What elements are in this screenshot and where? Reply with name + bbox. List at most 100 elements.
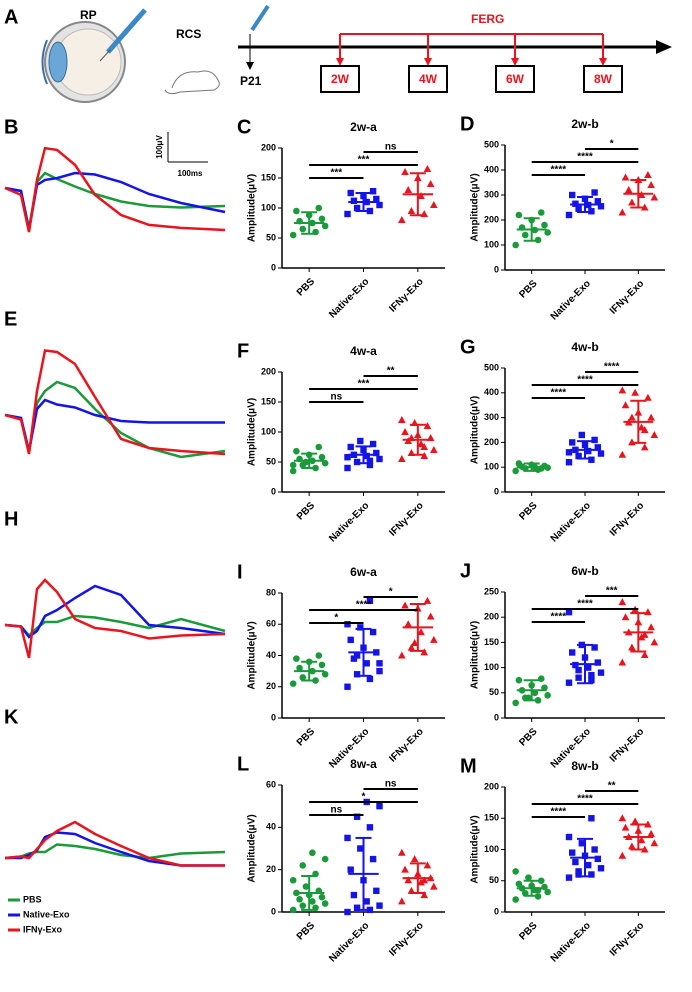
- data-point: [401, 601, 409, 609]
- data-point: [565, 608, 573, 616]
- data-point: [618, 208, 627, 216]
- data-point: [594, 198, 601, 205]
- x-tick-label: Native-Exo: [327, 500, 371, 544]
- data-point: [376, 667, 383, 675]
- y-tick-label: 0: [271, 262, 276, 272]
- data-point: [631, 388, 639, 396]
- data-point: [426, 180, 435, 187]
- significance-label: ****: [577, 794, 593, 805]
- x-tick-label: Native-Exo: [549, 500, 593, 544]
- chart-title: 6w-b: [571, 564, 598, 578]
- data-point: [569, 439, 576, 446]
- data-point: [647, 829, 655, 837]
- scalebar-x-label: 100ms: [178, 169, 203, 178]
- significance-label: ***: [330, 168, 342, 179]
- data-point: [318, 893, 326, 901]
- panel-letter: A: [4, 6, 18, 28]
- panel-letter: H: [4, 508, 18, 530]
- data-point: [618, 814, 627, 822]
- data-point: [515, 460, 523, 467]
- significance-label: ns: [385, 142, 397, 153]
- data-point: [366, 461, 374, 469]
- data-point: [410, 639, 419, 646]
- data-point: [588, 815, 595, 822]
- panel-letter: L: [237, 753, 249, 775]
- data-point: [321, 222, 329, 230]
- data-point: [398, 651, 406, 659]
- model-label: RCS: [176, 27, 201, 41]
- data-point: [366, 824, 374, 831]
- data-point: [404, 876, 413, 884]
- data-point: [315, 443, 323, 451]
- data-point: [373, 887, 380, 895]
- data-point: [597, 865, 605, 872]
- chart-title: 6w-a: [350, 565, 377, 579]
- data-point: [347, 866, 354, 873]
- data-point: [296, 896, 303, 903]
- data-point: [347, 189, 354, 197]
- x-tick-label: PBS: [517, 278, 540, 301]
- data-point: [640, 630, 649, 638]
- data-point: [628, 198, 636, 206]
- data-point: [420, 891, 429, 899]
- x-tick-label: PBS: [517, 500, 540, 523]
- data-point: [575, 452, 582, 460]
- significance-label: ***: [358, 379, 370, 390]
- data-point: [417, 628, 425, 636]
- data-point: [353, 813, 361, 820]
- x-tick-label: IFNγ-Exo: [608, 726, 646, 764]
- timepoint-label: 4W: [419, 72, 438, 86]
- data-point: [637, 836, 646, 844]
- data-point: [569, 649, 576, 656]
- data-point: [373, 449, 380, 457]
- data-point: [628, 413, 636, 421]
- x-tick-label: Native-Exo: [327, 920, 371, 964]
- data-point: [624, 186, 633, 193]
- y-axis-label: Amplitude(μV): [470, 396, 481, 464]
- data-point: [644, 393, 652, 401]
- significance-label: **: [387, 366, 395, 377]
- significance-label: ****: [577, 599, 593, 610]
- data-point: [299, 674, 307, 681]
- data-point: [621, 613, 630, 621]
- data-point: [353, 904, 361, 911]
- y-tick-label: 50: [266, 456, 276, 466]
- data-point: [515, 211, 523, 219]
- data-point: [588, 671, 595, 679]
- data-point: [398, 455, 406, 462]
- data-point: [591, 436, 598, 444]
- significance-label: *: [389, 587, 393, 598]
- arrowhead: [599, 58, 607, 66]
- data-point: [647, 181, 655, 188]
- data-point: [318, 453, 326, 461]
- data-point: [585, 861, 592, 869]
- data-point: [353, 671, 361, 678]
- data-point: [401, 168, 409, 175]
- data-point: [575, 205, 582, 212]
- data-point: [398, 216, 406, 223]
- x-tick-label: Native-Exo: [549, 278, 593, 322]
- y-tick-label: 150: [484, 813, 499, 823]
- timeline-arrow: [656, 40, 672, 54]
- data-point: [289, 680, 297, 687]
- data-point: [376, 660, 383, 667]
- significance-label: ns: [330, 805, 342, 816]
- significance-label: **: [608, 781, 616, 792]
- y-tick-label: 400: [484, 164, 499, 174]
- data-point: [640, 651, 649, 658]
- ferg-label: FERG: [471, 12, 504, 26]
- eye-label: RP: [80, 8, 97, 22]
- data-point: [512, 868, 519, 875]
- data-point: [410, 855, 419, 863]
- x-tick-label: PBS: [517, 920, 540, 943]
- data-point: [426, 612, 435, 620]
- arrowhead: [246, 62, 254, 70]
- scalebar-y-label: 100μV: [155, 135, 164, 159]
- syringe: [106, 8, 147, 54]
- y-tick-label: 200: [484, 437, 499, 447]
- arrowhead: [511, 58, 519, 66]
- data-point: [650, 638, 659, 646]
- data-point: [591, 846, 598, 853]
- y-tick-label: 150: [261, 172, 276, 182]
